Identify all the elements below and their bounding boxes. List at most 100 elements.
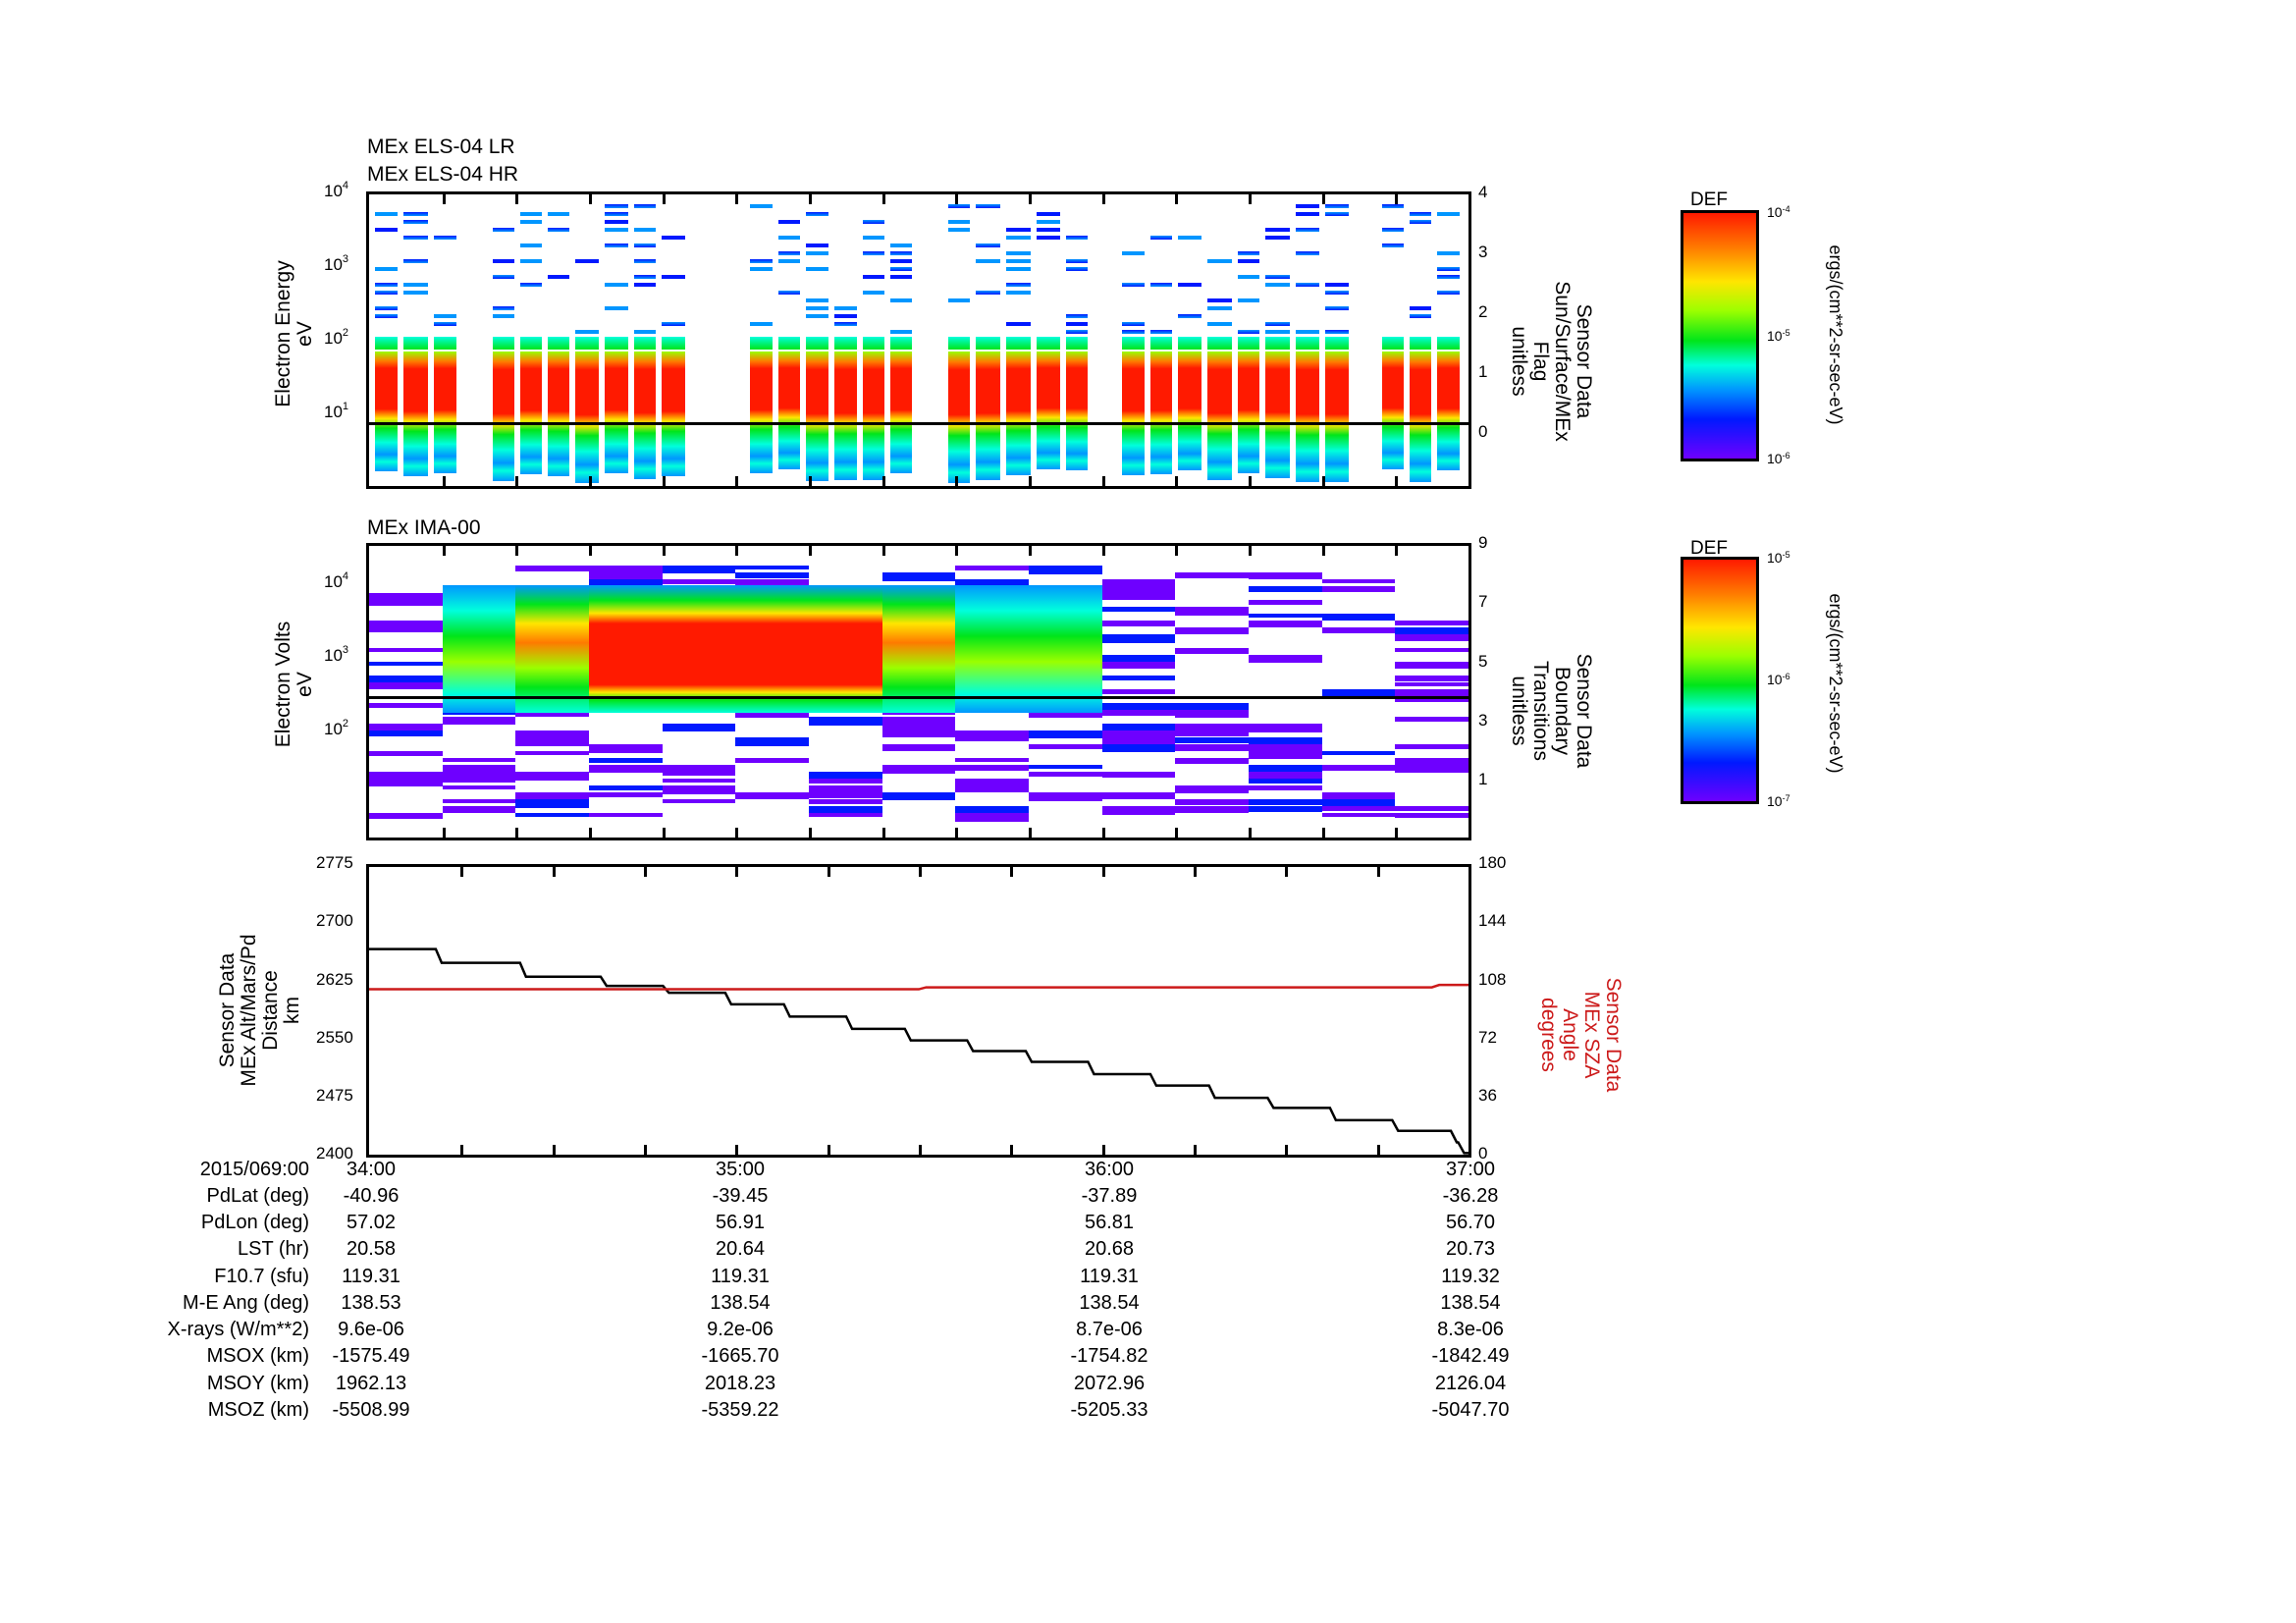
ion-stripe [442,758,516,762]
table-cell: 56.81 [1084,1212,1135,1233]
boundary-line [369,696,1468,699]
colorbar-2 [1681,557,1759,804]
cb2-tick-mid: 10-6 [1767,672,1790,687]
ion-stripe [369,662,443,666]
ion-stripe [1101,737,1176,744]
panel2-ion-spectrogram [366,543,1471,840]
ion-stripe [1249,772,1322,781]
ion-stripe [1321,586,1396,592]
ion-stripe [369,703,443,708]
ion-stripe [1175,785,1249,793]
ion-stripe [369,751,443,756]
x-tick [735,828,739,838]
ion-stripe [735,758,809,763]
ion-stripe [735,710,809,718]
x-tick [515,828,519,838]
ion-stripe [589,785,663,790]
x-tick [1101,476,1105,486]
ion-stripe [662,799,736,803]
ion-stripe [809,792,882,798]
x-tick [809,194,812,204]
ion-stripe [369,724,443,732]
p1-y2tick: 2 [1478,302,1488,321]
ion-stripe [1395,621,1468,625]
ion-stripe [1029,792,1102,801]
ion-stripe [809,772,882,781]
ion-core [589,585,663,713]
ion-stripe [1029,744,1102,749]
p3-ytick: 2625 [316,970,353,989]
p1-y2tick: 3 [1478,243,1488,261]
ion-stripe [1029,710,1102,718]
p3-ytick: 2475 [316,1086,353,1105]
table-row-label: PdLon (deg) [200,1212,309,1233]
spectrum-column-core [575,352,599,483]
x-tick [589,194,592,204]
ion-stripe [1101,744,1176,752]
x-tick [735,867,739,877]
ion-stripe [809,779,882,784]
ion-stripe [515,737,589,746]
ion-stripe [1249,799,1322,805]
p1-ylabel: Electron Energy eV [272,260,316,407]
spectrum-column-core [493,352,514,481]
p2-ylabel: Electron Volts eV [272,621,316,748]
p2-y2tick: 1 [1478,770,1488,788]
x-tick [589,476,592,486]
x-tick [1175,476,1179,486]
spectrum-column-core [1178,352,1201,470]
ion-stripe [1249,655,1322,663]
table-cell: -5205.33 [1070,1399,1148,1421]
table-cell: 2018.23 [704,1373,776,1394]
spectrum-column-core [806,352,828,481]
ion-stripe [662,724,736,731]
ion-stripe [1321,689,1396,696]
ion-stripe [955,785,1029,792]
ion-stripe [1101,730,1176,738]
x-tick [1249,194,1252,204]
ion-stripe [955,765,1029,771]
altitude-line [369,947,1468,1155]
table-row-label: MSOY (km) [206,1373,309,1394]
ion-stripe [1321,579,1396,583]
x-tick [662,194,666,204]
colorbar-1 [1681,210,1759,461]
x-tick [1194,867,1197,877]
ion-stripe [1395,813,1468,818]
table-row-label: F10.7 (sfu) [214,1266,309,1287]
table-cell: 138.54 [1079,1292,1140,1314]
ion-stripe [369,648,443,652]
table-row-label: PdLat (deg) [206,1185,309,1207]
table-cell: 119.31 [711,1266,770,1287]
x-tick [809,546,812,556]
ion-stripe [1395,676,1468,681]
x-tick [442,194,446,204]
spectrum-column-core [863,352,884,480]
table-row-label: MSOZ (km) [207,1399,309,1421]
x-tick [735,194,739,204]
ion-stripe [1395,696,1468,702]
table-row-label: MSOX (km) [206,1345,309,1367]
spectrum-column-core [1006,352,1031,475]
ion-stripe [369,813,443,819]
ion-stripe [735,572,809,578]
spectrum-column-core [1207,352,1232,480]
x-tick [1249,476,1252,486]
x-tick [442,476,446,486]
ion-stripe [1249,744,1322,751]
ion-stripe [1395,758,1468,765]
ion-stripe [369,593,443,602]
ion-stripe [442,806,516,813]
ion-stripe [1249,779,1322,784]
p3-y2label: Sensor Data MEx SZA Angle degrees [1537,977,1625,1093]
ion-stripe [809,813,882,817]
table-cell: 34:00 [346,1159,397,1180]
p1-ytick-1e1: 101 [324,401,349,421]
ion-stripe [881,792,956,800]
ion-stripe [1249,765,1322,773]
x-tick [1029,828,1032,838]
ion-stripe [955,579,1029,587]
x-tick [809,476,812,486]
table-cell: 9.6e-06 [338,1319,404,1340]
x-tick [735,1145,739,1155]
